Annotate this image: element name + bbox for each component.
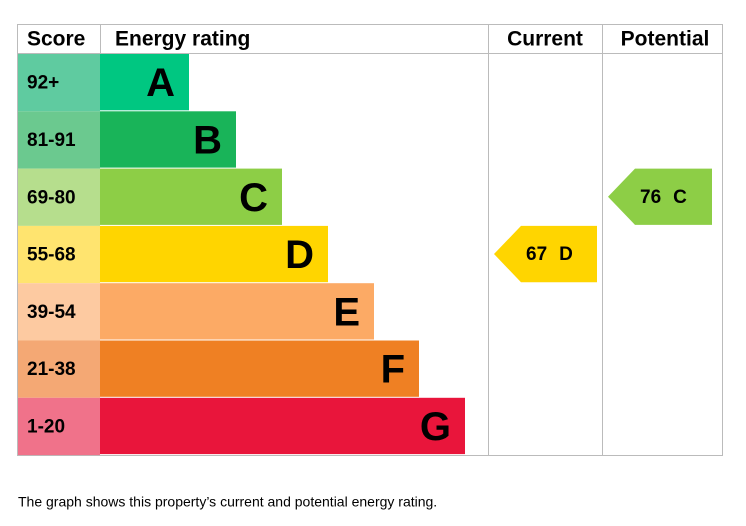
score-label: 92+ bbox=[27, 73, 59, 94]
potential-value: 76 bbox=[640, 187, 661, 208]
score-cell bbox=[18, 168, 100, 226]
score-label: 1-20 bbox=[27, 416, 65, 437]
score-label: 69-80 bbox=[27, 187, 76, 208]
potential-letter: C bbox=[673, 187, 687, 208]
rating-letter: A bbox=[146, 61, 175, 105]
rating-letter: E bbox=[333, 290, 360, 334]
current-arrow bbox=[494, 225, 597, 283]
potential-rating: 76 C bbox=[640, 187, 687, 208]
potential-arrow bbox=[608, 168, 712, 225]
rating-letter: D bbox=[285, 233, 314, 277]
rating-letter: C bbox=[239, 176, 268, 220]
score-label: 21-38 bbox=[27, 359, 76, 380]
rating-bar bbox=[100, 340, 419, 397]
rating-bar bbox=[100, 225, 328, 283]
score-label: 55-68 bbox=[27, 245, 76, 266]
current-rating: 67 D bbox=[526, 244, 573, 265]
score-cell bbox=[18, 283, 100, 341]
score-cell bbox=[18, 54, 100, 112]
current-value: 67 bbox=[526, 244, 547, 265]
score-cell bbox=[18, 225, 100, 284]
header-potential: Potential bbox=[621, 28, 710, 51]
score-cell bbox=[18, 340, 100, 398]
rating-bar bbox=[100, 283, 374, 340]
rating-bar bbox=[100, 54, 189, 111]
rating-bar bbox=[100, 111, 236, 168]
rating-letter: F bbox=[381, 348, 405, 392]
header-current: Current bbox=[507, 28, 583, 51]
score-cell bbox=[18, 397, 100, 456]
score-label: 81-91 bbox=[27, 130, 76, 151]
current-letter: D bbox=[559, 244, 573, 265]
rating-bar bbox=[100, 397, 465, 455]
score-cell bbox=[18, 111, 100, 169]
score-label: 39-54 bbox=[27, 302, 76, 323]
frame bbox=[17, 24, 723, 456]
header-rating: Energy rating bbox=[115, 28, 250, 51]
header-score: Score bbox=[27, 28, 85, 51]
caption: The graph shows this property’s current … bbox=[18, 494, 437, 510]
rating-bar bbox=[100, 168, 282, 225]
rating-letter: G bbox=[420, 405, 451, 449]
rating-letter: B bbox=[193, 119, 222, 163]
